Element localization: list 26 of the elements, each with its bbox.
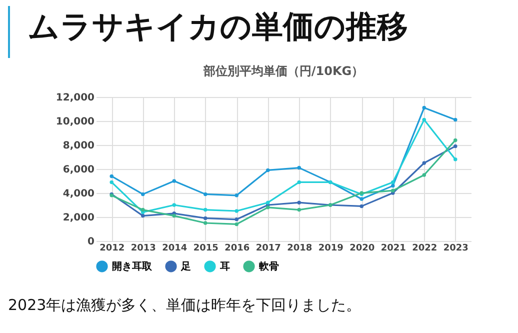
y-tick-label: 10,000 (56, 116, 95, 128)
text: 2023年は漁獲が多く、単価は昨年を下回りました。 (8, 296, 362, 315)
x-tick-label: 2021 (380, 244, 406, 254)
chart-subtitle: 部位別平均単価（円/10KG） (202, 64, 364, 78)
x-tick-label: 2019 (318, 244, 344, 254)
legend-label: 軟骨 (258, 260, 279, 272)
x-tick-label: 2017 (256, 244, 281, 254)
chart-title: ムラサキイカの単価の推移 (28, 8, 408, 47)
legend-label: 耳 (219, 261, 230, 272)
y-tick-label: 2,000 (62, 212, 95, 224)
x-tick-label: 2012 (100, 244, 125, 254)
legend-label: 足 (180, 260, 191, 272)
x-tick-label: 2016 (224, 244, 250, 254)
y-tick-label: 0 (88, 236, 95, 248)
x-tick-label: 2014 (162, 244, 188, 254)
y-tick-label: 8,000 (62, 140, 95, 152)
x-tick-label: 2018 (287, 244, 312, 254)
x-tick-label: 2013 (130, 244, 156, 254)
y-tick-label: 4,000 (62, 188, 95, 200)
x-tick-label: 2015 (193, 244, 218, 254)
x-tick-label: 2022 (412, 244, 438, 254)
legend-label: 開き耳取 (112, 260, 153, 272)
x-tick-label: 2020 (350, 244, 375, 254)
y-tick-label: 12,000 (56, 92, 95, 104)
y-tick-label: 6,000 (62, 164, 95, 176)
x-tick-label: 2023 (443, 244, 468, 254)
